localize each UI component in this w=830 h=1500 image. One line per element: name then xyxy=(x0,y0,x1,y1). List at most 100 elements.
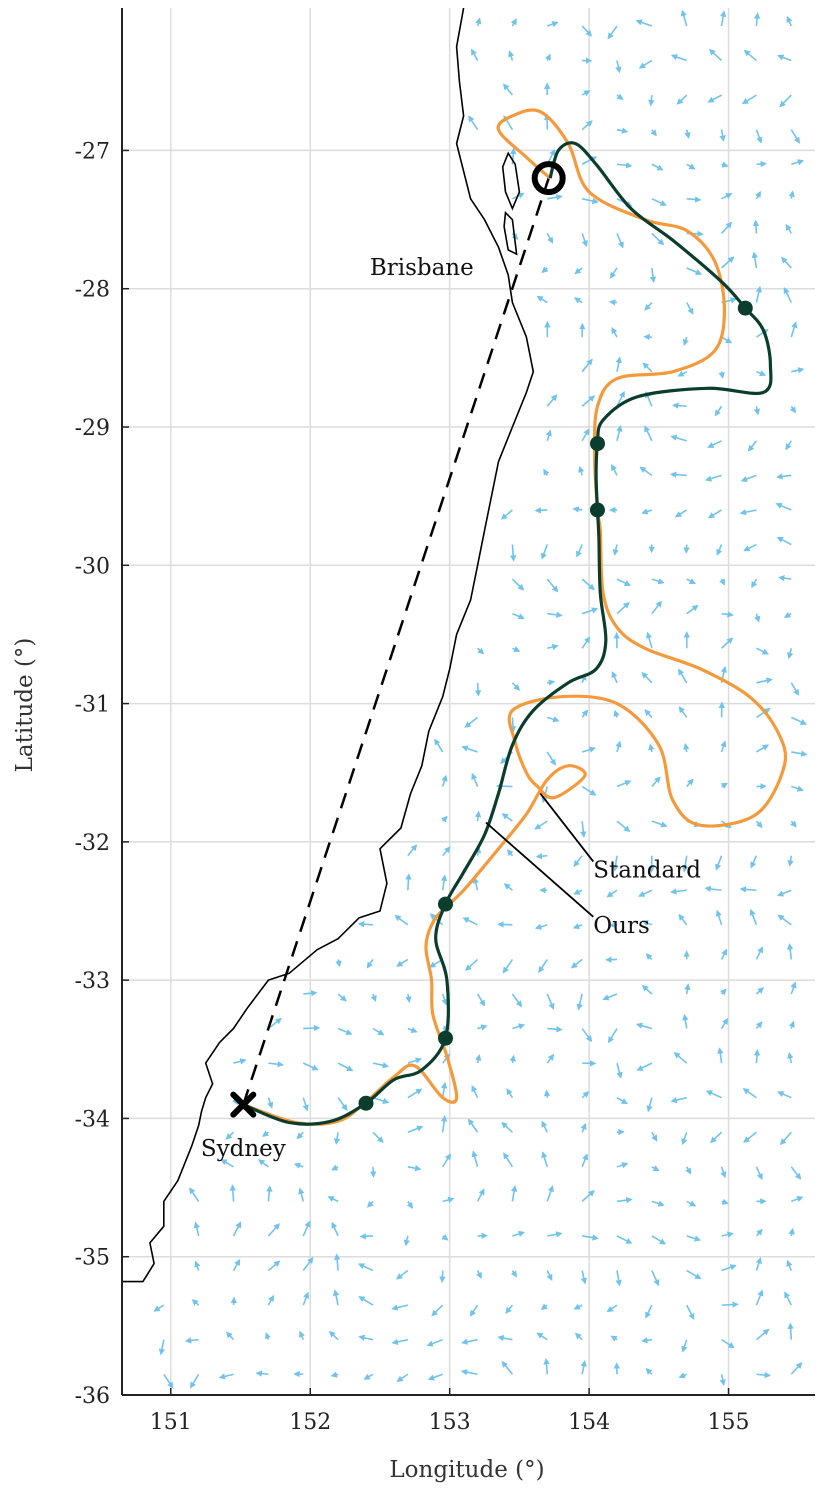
straight-route-line xyxy=(242,177,550,1105)
current-arrow xyxy=(505,1304,514,1314)
current-arrow xyxy=(651,198,667,206)
y-tick-label: -36 xyxy=(75,1384,110,1409)
current-arrow xyxy=(581,90,591,97)
current-arrow xyxy=(572,923,583,930)
current-arrow xyxy=(266,1185,273,1202)
axes: 151 152 153 154 155 -27 -28 -29 -30 -31 -32 -33 -34 -… xyxy=(75,8,815,1435)
current-arrow xyxy=(580,1270,588,1285)
current-arrow xyxy=(649,267,657,284)
markers xyxy=(230,161,753,1118)
start-marker xyxy=(230,1091,257,1118)
current-arrow xyxy=(670,54,687,62)
current-arrow xyxy=(220,1159,234,1168)
current-arrow xyxy=(232,1258,241,1271)
current-arrow xyxy=(540,544,549,560)
current-arrow xyxy=(158,1339,166,1356)
current-arrow xyxy=(328,1330,339,1341)
current-arrow xyxy=(777,914,792,926)
current-arrow xyxy=(755,1289,764,1306)
current-arrow xyxy=(229,1184,237,1202)
current-arrow xyxy=(785,223,792,234)
current-arrow xyxy=(580,1122,587,1133)
current-arrow xyxy=(753,1049,761,1064)
current-arrow xyxy=(791,159,805,166)
current-arrow xyxy=(670,1096,687,1104)
current-arrow xyxy=(719,1374,726,1386)
waypoint-ours xyxy=(437,896,453,912)
current-arrow xyxy=(366,958,374,969)
current-arrow xyxy=(718,371,725,379)
current-arrow xyxy=(616,162,633,169)
current-arrow xyxy=(756,160,768,168)
current-arrow xyxy=(538,958,548,974)
current-arrow xyxy=(442,1196,455,1204)
current-arrow xyxy=(333,1253,341,1271)
current-arrow xyxy=(651,1200,665,1207)
current-arrow xyxy=(615,740,622,753)
series-line-ours xyxy=(242,141,773,1126)
current-arrow xyxy=(715,855,723,871)
current-arrow xyxy=(740,474,757,483)
current-arrow xyxy=(686,1200,697,1207)
current-arrow xyxy=(612,855,619,872)
current-arrow xyxy=(572,506,583,513)
current-arrow xyxy=(509,1054,516,1064)
current-arrow xyxy=(331,1164,339,1171)
current-arrow xyxy=(707,440,722,448)
current-arrow xyxy=(752,219,760,234)
current-arrow xyxy=(510,1270,518,1278)
current-arrow xyxy=(407,844,418,857)
current-arrow xyxy=(574,1332,583,1341)
current-arrow xyxy=(506,849,514,857)
current-arrow xyxy=(607,25,618,40)
current-arrow xyxy=(743,1131,757,1143)
current-arrow xyxy=(686,163,696,170)
current-arrow xyxy=(742,1088,757,1099)
current-arrow xyxy=(651,1131,658,1142)
current-arrow xyxy=(581,120,593,131)
current-arrow xyxy=(541,266,549,274)
current-arrow xyxy=(512,1230,526,1237)
current-arrow xyxy=(721,1198,729,1205)
current-arrow xyxy=(372,1062,390,1069)
current-arrow xyxy=(267,1017,282,1030)
current-arrow xyxy=(580,821,587,838)
y-tick-label: -31 xyxy=(75,693,110,718)
current-arrow xyxy=(547,194,563,201)
current-arrow xyxy=(261,1130,270,1137)
current-arrow xyxy=(686,1269,702,1280)
current-arrow xyxy=(602,993,618,1001)
current-arrow xyxy=(616,1062,623,1079)
current-arrow xyxy=(218,1373,234,1380)
current-arrow xyxy=(477,1024,488,1031)
current-arrow xyxy=(541,1120,548,1133)
current-arrow xyxy=(616,1235,633,1244)
current-arrow xyxy=(755,190,762,200)
current-arrow xyxy=(681,1131,688,1146)
current-arrow xyxy=(407,1125,424,1134)
current-arrow xyxy=(607,1028,618,1044)
current-arrow xyxy=(651,1270,660,1287)
current-arrow xyxy=(755,946,764,960)
current-arrow xyxy=(754,613,761,623)
current-arrow xyxy=(546,233,554,244)
current-arrow xyxy=(741,94,757,105)
current-arrow xyxy=(407,1057,422,1064)
current-arrow xyxy=(407,1027,418,1033)
current-arrow xyxy=(678,668,688,684)
current-arrow xyxy=(673,1051,688,1064)
current-arrow xyxy=(476,993,486,1007)
current-arrow xyxy=(470,48,479,61)
current-arrow xyxy=(232,1221,242,1237)
current-arrow xyxy=(721,1339,735,1349)
current-arrow xyxy=(720,988,727,996)
current-arrow xyxy=(391,1338,409,1345)
current-arrow xyxy=(639,466,653,477)
current-arrow xyxy=(395,1269,409,1280)
current-arrow xyxy=(789,405,796,414)
current-arrow xyxy=(465,958,479,972)
current-arrow xyxy=(686,302,694,315)
current-arrow xyxy=(786,943,794,960)
current-arrow xyxy=(372,1131,384,1143)
current-arrow xyxy=(641,1337,652,1344)
